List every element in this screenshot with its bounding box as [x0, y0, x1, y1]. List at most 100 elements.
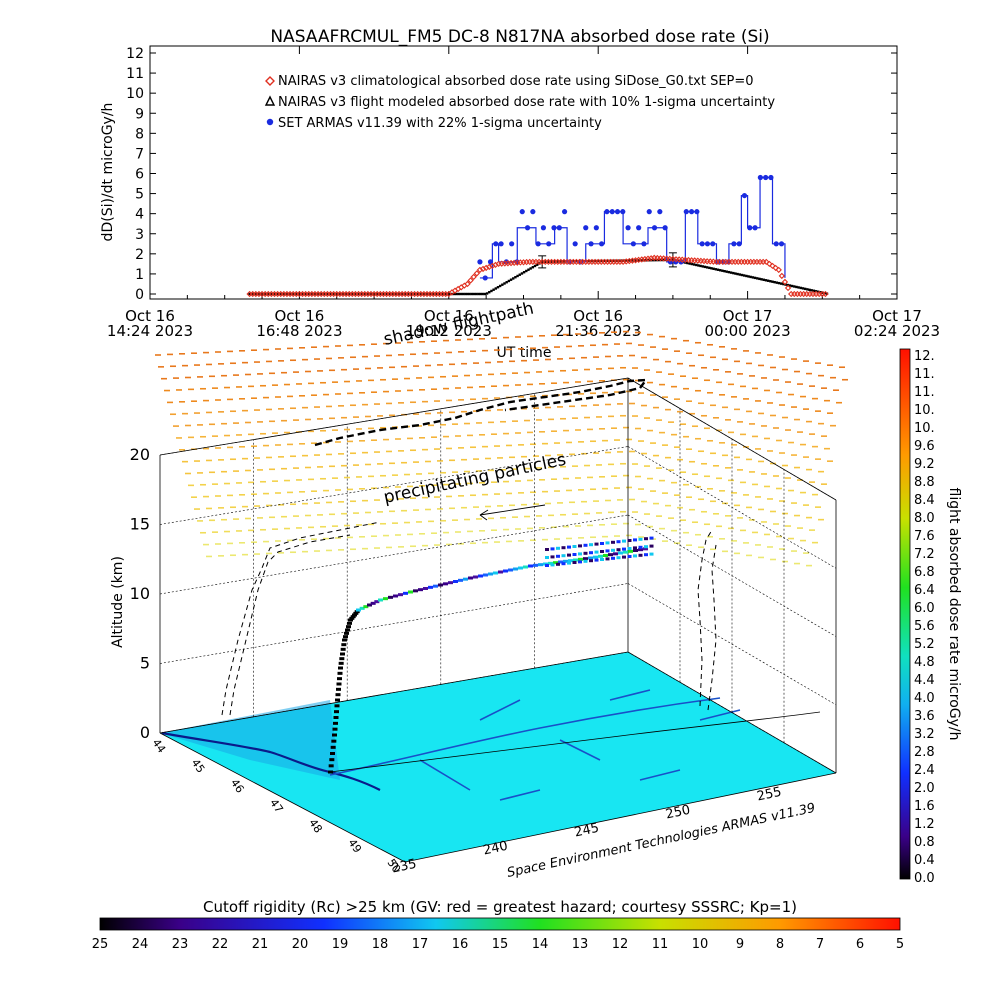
- dose-colorbar: 12. 11. 11. 10. 10. 9.6 9.2 8.8 8.4 8.0 7.6 7.2 6.8 6…: [899, 348, 962, 886]
- nairas-flight-point: [695, 263, 698, 267]
- armas-point: [524, 225, 531, 231]
- track-point: [633, 549, 638, 552]
- track-point: [340, 652, 345, 656]
- nairas-flight-point: [512, 277, 515, 280]
- track-point: [603, 554, 608, 557]
- track-point: [608, 553, 613, 557]
- track-point: [561, 546, 566, 550]
- track-point: [567, 553, 571, 557]
- dose-tick-label: 9.2: [914, 457, 935, 472]
- armas-point: [540, 225, 547, 231]
- track-point: [616, 556, 621, 560]
- track-point: [333, 721, 338, 725]
- track-point: [398, 593, 403, 597]
- armas-point: [763, 174, 769, 181]
- track-point: [493, 571, 498, 575]
- track-point: [346, 625, 351, 629]
- armas-point: [572, 241, 578, 247]
- armas-point: [498, 241, 504, 247]
- armas-point: [694, 209, 700, 215]
- track-point: [335, 693, 341, 697]
- nairas-flight-point: [806, 288, 809, 291]
- dose-tick-label: 8.4: [914, 493, 935, 508]
- dose-tick-label: 11.: [914, 385, 935, 400]
- track-point: [468, 576, 473, 580]
- track-point: [356, 608, 361, 612]
- track-point: [538, 563, 543, 567]
- grid-line: [159, 583, 629, 664]
- nairas-flight-point: [803, 287, 807, 291]
- track-point: [558, 560, 563, 564]
- track-point: [367, 603, 372, 607]
- track-point: [347, 621, 352, 625]
- track-point: [638, 548, 643, 552]
- track-point: [453, 580, 458, 583]
- cutoff-rigidity-field: [155, 330, 848, 567]
- armas-point: [604, 209, 610, 215]
- armas-point: [731, 241, 737, 247]
- track-point: [438, 583, 443, 587]
- armas-point: [752, 225, 758, 231]
- y-tick-label: 10: [126, 86, 144, 102]
- nairas-flight-point: [612, 259, 615, 262]
- nairas-flight-point: [716, 268, 720, 271]
- track-point: [553, 561, 558, 565]
- track-point: [627, 555, 632, 558]
- nairas-flight-point: [764, 279, 768, 282]
- grid-line: [159, 651, 629, 734]
- rigidity-tick-label: 8: [776, 937, 784, 952]
- armas-point: [493, 241, 499, 247]
- flight-track-3d: shadow flightpath precipitating particle…: [110, 299, 848, 881]
- nairas-flight-point: [492, 288, 495, 291]
- track-point: [583, 557, 588, 561]
- track-point: [638, 553, 643, 557]
- nairas-flight-point: [714, 268, 718, 271]
- nairas-flight-point: [590, 259, 593, 263]
- x-tick-label-date: Oct 17: [723, 307, 773, 325]
- x-tick-label-date: Oct 16: [573, 307, 623, 325]
- nairas-flight-point: [758, 277, 761, 281]
- armas-point: [593, 225, 599, 231]
- nairas-clim-point: [464, 280, 471, 288]
- track-point: [649, 544, 654, 548]
- track-point: [418, 588, 423, 592]
- nairas-clim-point: [784, 284, 792, 292]
- armas-point: [614, 209, 621, 215]
- x-tick-label-date: Oct 16: [275, 307, 325, 325]
- track-point: [533, 563, 538, 567]
- track-point: [649, 552, 654, 556]
- grid-line: [159, 514, 629, 595]
- track-point: [383, 597, 388, 601]
- dose-tick-label: 2.8: [914, 745, 935, 760]
- lon-tick-label: 240: [482, 839, 509, 859]
- armas-point: [609, 209, 615, 215]
- nairas-flight-point: [712, 267, 715, 271]
- track-point: [332, 733, 337, 737]
- track-point: [638, 545, 643, 549]
- nairas-flight-point: [433, 292, 436, 296]
- nairas-flight-point: [751, 276, 755, 279]
- track-point: [359, 606, 365, 610]
- nairas-flight-point: [734, 272, 737, 275]
- rigidity-tick-label: 24: [132, 937, 149, 952]
- dose-tick-label: 6.8: [914, 565, 935, 580]
- track-point: [633, 538, 637, 542]
- track-point: [338, 661, 344, 665]
- nairas-flight-point: [686, 261, 689, 265]
- track-point: [613, 552, 618, 556]
- nairas-flight-point: [732, 271, 735, 275]
- nairas-clim-point: [822, 290, 829, 298]
- dose-tick-label: 8.8: [914, 475, 935, 490]
- lon-tick-label: 250: [664, 803, 691, 823]
- y-tick-label: 0: [135, 287, 144, 303]
- track-point: [628, 549, 633, 553]
- nairas-flight-point: [448, 292, 452, 296]
- flight-track: [328, 536, 654, 774]
- track-point: [556, 562, 560, 566]
- grid-lines: [159, 377, 837, 774]
- nairas-clim-point: [467, 277, 474, 284]
- nairas-flight-point: [498, 284, 502, 288]
